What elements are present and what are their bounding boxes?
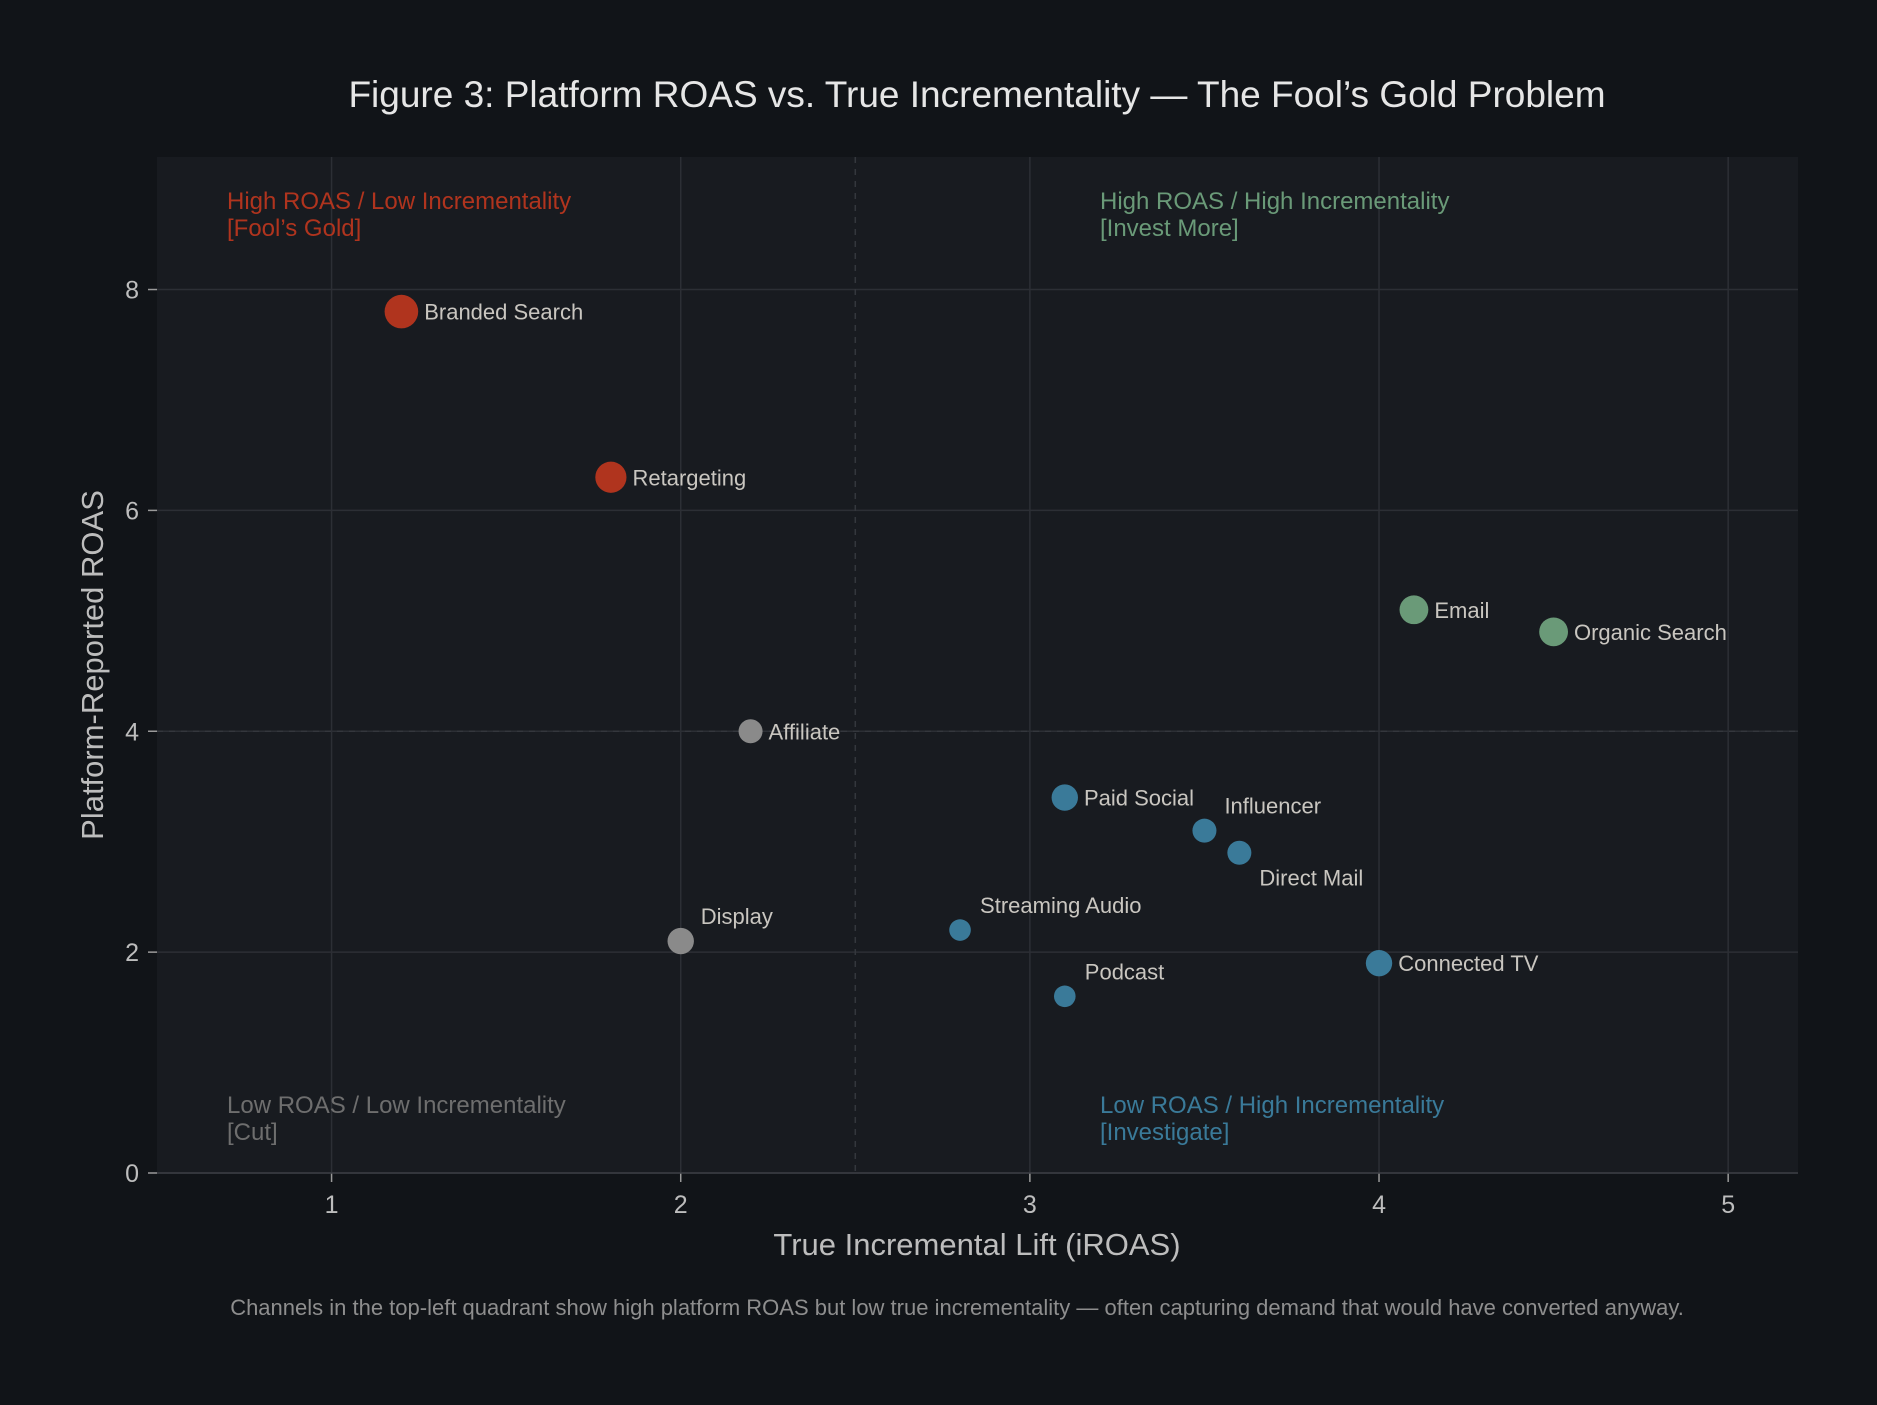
- quadrant-labels: High ROAS / Low Incrementality[Fool’s Go…: [227, 188, 1449, 1146]
- quadrant-label-action: [Invest More]: [1100, 215, 1239, 242]
- x-tick-label: 2: [674, 1191, 688, 1219]
- y-tick-label: 4: [125, 718, 139, 746]
- x-tick-label: 4: [1372, 1191, 1386, 1219]
- data-point: [949, 919, 971, 941]
- data-point: [1053, 985, 1076, 1008]
- data-point: [384, 294, 419, 329]
- y-tick-label: 6: [125, 497, 139, 525]
- chart-title: Figure 3: Platform ROAS vs. True Increme…: [348, 74, 1605, 115]
- x-tick-label: 5: [1721, 1191, 1735, 1219]
- data-point-label: Affiliate: [769, 719, 841, 744]
- data-point-label: Organic Search: [1574, 620, 1727, 645]
- data-point-label: Paid Social: [1084, 786, 1194, 811]
- data-point: [1365, 949, 1393, 977]
- quadrant-label-title: Low ROAS / Low Incrementality: [227, 1092, 566, 1119]
- x-axis-label: True Incremental Lift (iROAS): [773, 1227, 1180, 1262]
- y-tick-label: 8: [125, 277, 139, 305]
- x-tick-label: 3: [1023, 1191, 1037, 1219]
- quadrant-label-title: Low ROAS / High Incrementality: [1100, 1092, 1444, 1119]
- plot-area: [157, 157, 1798, 1173]
- data-point: [667, 927, 694, 955]
- data-point-label: Branded Search: [424, 300, 583, 325]
- axes: 1 2 3 4 5 0 2 4 6 8: [125, 277, 1798, 1219]
- data-point-label: Display: [701, 904, 773, 929]
- y-tick-label: 2: [125, 939, 139, 967]
- data-point-label: Email: [1434, 598, 1489, 623]
- x-tick-label: 1: [325, 1191, 339, 1219]
- data-point: [595, 461, 627, 493]
- y-axis-label: Platform-Reported ROAS: [75, 490, 110, 840]
- data-point-label: Influencer: [1224, 794, 1321, 819]
- quadrant-label-title: High ROAS / Low Incrementality: [227, 188, 571, 215]
- data-point-label: Connected TV: [1398, 951, 1539, 976]
- quadrant-label-action: [Cut]: [227, 1119, 278, 1146]
- data-point: [1192, 818, 1217, 843]
- data-points: Branded Search Retargeting Affiliate Displa…: [384, 294, 1727, 1008]
- quadrant-label-title: High ROAS / High Incrementality: [1100, 188, 1449, 215]
- quadrant-label-action: [Investigate]: [1100, 1119, 1229, 1146]
- data-point: [1227, 840, 1252, 865]
- data-point-label: Retargeting: [632, 465, 746, 490]
- data-point: [1539, 617, 1568, 647]
- data-point-label: Direct Mail: [1259, 866, 1363, 891]
- data-point: [1399, 595, 1429, 625]
- quadrant-label-action: [Fool’s Gold]: [227, 215, 361, 242]
- data-point-label: Streaming Audio: [980, 893, 1141, 918]
- data-point: [1051, 784, 1078, 811]
- data-point-label: Podcast: [1085, 959, 1165, 984]
- caption: Channels in the top-left quadrant show h…: [230, 1295, 1684, 1320]
- y-tick-label: 0: [125, 1160, 139, 1188]
- data-point: [738, 719, 763, 744]
